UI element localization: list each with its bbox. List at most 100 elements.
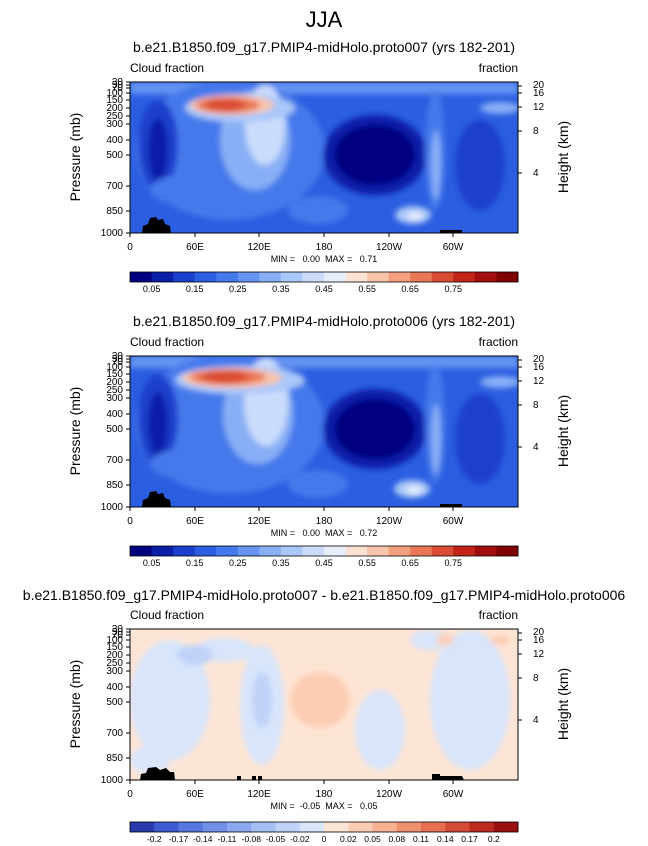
y-tick-label: 150	[106, 642, 123, 653]
x-tick-label: 60W	[443, 242, 464, 253]
y2-tick-label: 8	[533, 400, 539, 411]
panel-2-height-ticks: 4 8 12 16 20	[518, 354, 545, 453]
y-tick-label: 200	[106, 650, 123, 661]
y-tick-label: 300	[106, 393, 123, 404]
panel-3-stats: MIN = -0.05 MAX = 0.05	[270, 801, 377, 811]
colorbar-swatch	[259, 272, 282, 282]
colorbar-label: 0.2	[488, 834, 500, 844]
panel-1-right-label: fraction	[479, 61, 518, 75]
colorbar-swatch	[345, 272, 368, 282]
y-tick-label: 30	[112, 351, 124, 362]
x-tick-label: 60E	[186, 516, 204, 527]
colorbar-label: -0.02	[290, 834, 310, 844]
x-tick-label: 0	[127, 242, 133, 253]
y-tick-label: 100	[106, 635, 123, 646]
colorbar-label: -0.05	[266, 834, 286, 844]
x-tick-label: 180	[316, 242, 333, 253]
colorbar-swatch	[302, 272, 325, 282]
x-tick-label: 120E	[247, 516, 271, 527]
y2-tick-label: 20	[533, 354, 545, 365]
y-tick-label: 250	[106, 111, 123, 122]
colorbar-swatch	[275, 822, 301, 832]
y2-tick-label: 16	[533, 362, 545, 373]
colorbar-swatch	[237, 546, 260, 556]
colorbar-label: 0.55	[358, 558, 376, 568]
colorbar-swatch	[130, 272, 152, 282]
y-tick-label: 200	[106, 377, 123, 388]
y-tick-label: 850	[106, 206, 123, 217]
y-tick-label: 30	[112, 77, 124, 88]
panel-2-colorbar: 0.05 0.15 0.25 0.35 0.45 0.55 0.65 0.75	[129, 545, 519, 568]
panel-3-y2label: Height (km)	[555, 668, 571, 740]
y-tick-label: 700	[106, 728, 123, 739]
y-tick-label: 150	[106, 95, 123, 106]
panel-1-contours	[130, 82, 518, 233]
y-tick-label: 200	[106, 103, 123, 114]
colorbar-label: 0.11	[413, 834, 429, 844]
y-tick-label: 300	[106, 119, 123, 130]
y-tick-label: 100	[106, 88, 123, 99]
colorbar-label: 0.25	[229, 558, 247, 568]
colorbar-swatch	[388, 272, 411, 282]
colorbar-swatch	[130, 546, 152, 556]
colorbar-label: 0.08	[389, 834, 406, 844]
colorbar-swatch	[227, 822, 252, 832]
colorbar-swatch	[372, 822, 398, 832]
panel-2-stats: MIN = 0.00 MAX = 0.72	[271, 528, 378, 538]
colorbar-swatch	[280, 272, 303, 282]
panel-2-contours	[130, 356, 518, 507]
panel-3-right-label: fraction	[479, 608, 518, 622]
colorbar-swatch	[453, 546, 476, 556]
y-tick-label: 500	[106, 424, 123, 435]
colorbar-label: -0.17	[169, 834, 189, 844]
panel-3-ylabel: Pressure (mb)	[67, 660, 83, 749]
panel-1-y2label: Height (km)	[555, 121, 571, 193]
panel-3: b.e21.B1850.f09_g17.PMIP4-midHolo.proto0…	[23, 587, 626, 844]
colorbar-swatch	[173, 272, 196, 282]
y-tick-label: 150	[106, 369, 123, 380]
y-tick-label: 300	[106, 666, 123, 677]
colorbar-swatches	[130, 272, 519, 282]
y-tick-label: 100	[106, 362, 123, 373]
panel-1-height-ticks: 4 8 12 16 20	[518, 80, 545, 179]
panel-1-left-label: Cloud fraction	[130, 61, 204, 75]
colorbar-swatch	[469, 822, 495, 832]
x-tick-label: 120E	[247, 242, 271, 253]
x-tick-label: 0	[127, 516, 133, 527]
colorbar-swatch	[345, 546, 368, 556]
colorbar-swatch	[474, 272, 497, 282]
colorbar-label: 0.55	[358, 284, 376, 294]
y-tick-label: 500	[106, 697, 123, 708]
colorbar-swatches	[130, 822, 519, 832]
colorbar-label: 0.35	[272, 284, 290, 294]
x-tick-label: 60W	[443, 789, 464, 800]
panel-3-x-ticks: 0 60E 120E 180 120W 60W	[127, 780, 464, 800]
colorbar-swatch	[154, 822, 179, 832]
colorbar-swatch	[367, 546, 390, 556]
colorbar-swatch	[324, 822, 349, 832]
panel-1-title: b.e21.B1850.f09_g17.PMIP4-midHolo.proto0…	[133, 39, 515, 55]
y-tick-label: 850	[106, 480, 123, 491]
panel-1-colorbar: 0.05 0.15 0.25 0.35 0.45 0.55 0.65 0.75	[129, 271, 519, 294]
panel-1: b.e21.B1850.f09_g17.PMIP4-midHolo.proto0…	[67, 39, 571, 294]
y2-tick-label: 12	[533, 102, 545, 113]
panel-1-ylabel: Pressure (mb)	[67, 113, 83, 202]
x-tick-label: 180	[316, 789, 333, 800]
colorbar-swatch	[496, 546, 519, 556]
y-tick-label: 50	[112, 80, 124, 91]
y2-tick-label: 16	[533, 635, 545, 646]
y-tick-label: 850	[106, 753, 123, 764]
colorbar-label: -0.14	[193, 834, 213, 844]
colorbar-swatch	[216, 546, 239, 556]
colorbar-swatch	[410, 272, 433, 282]
y-tick-label: 500	[106, 150, 123, 161]
panel-1-x-ticks: 0 60E 120E 180 120W 60W	[127, 233, 464, 253]
colorbar-swatch	[237, 272, 260, 282]
y-tick-label: 400	[106, 135, 123, 146]
panel-2: b.e21.B1850.f09_g17.PMIP4-midHolo.proto0…	[67, 313, 571, 568]
colorbar-swatch	[431, 272, 454, 282]
panel-2-title: b.e21.B1850.f09_g17.PMIP4-midHolo.proto0…	[133, 313, 515, 329]
y2-tick-label: 4	[533, 715, 539, 726]
y-tick-label: 70	[112, 357, 124, 368]
